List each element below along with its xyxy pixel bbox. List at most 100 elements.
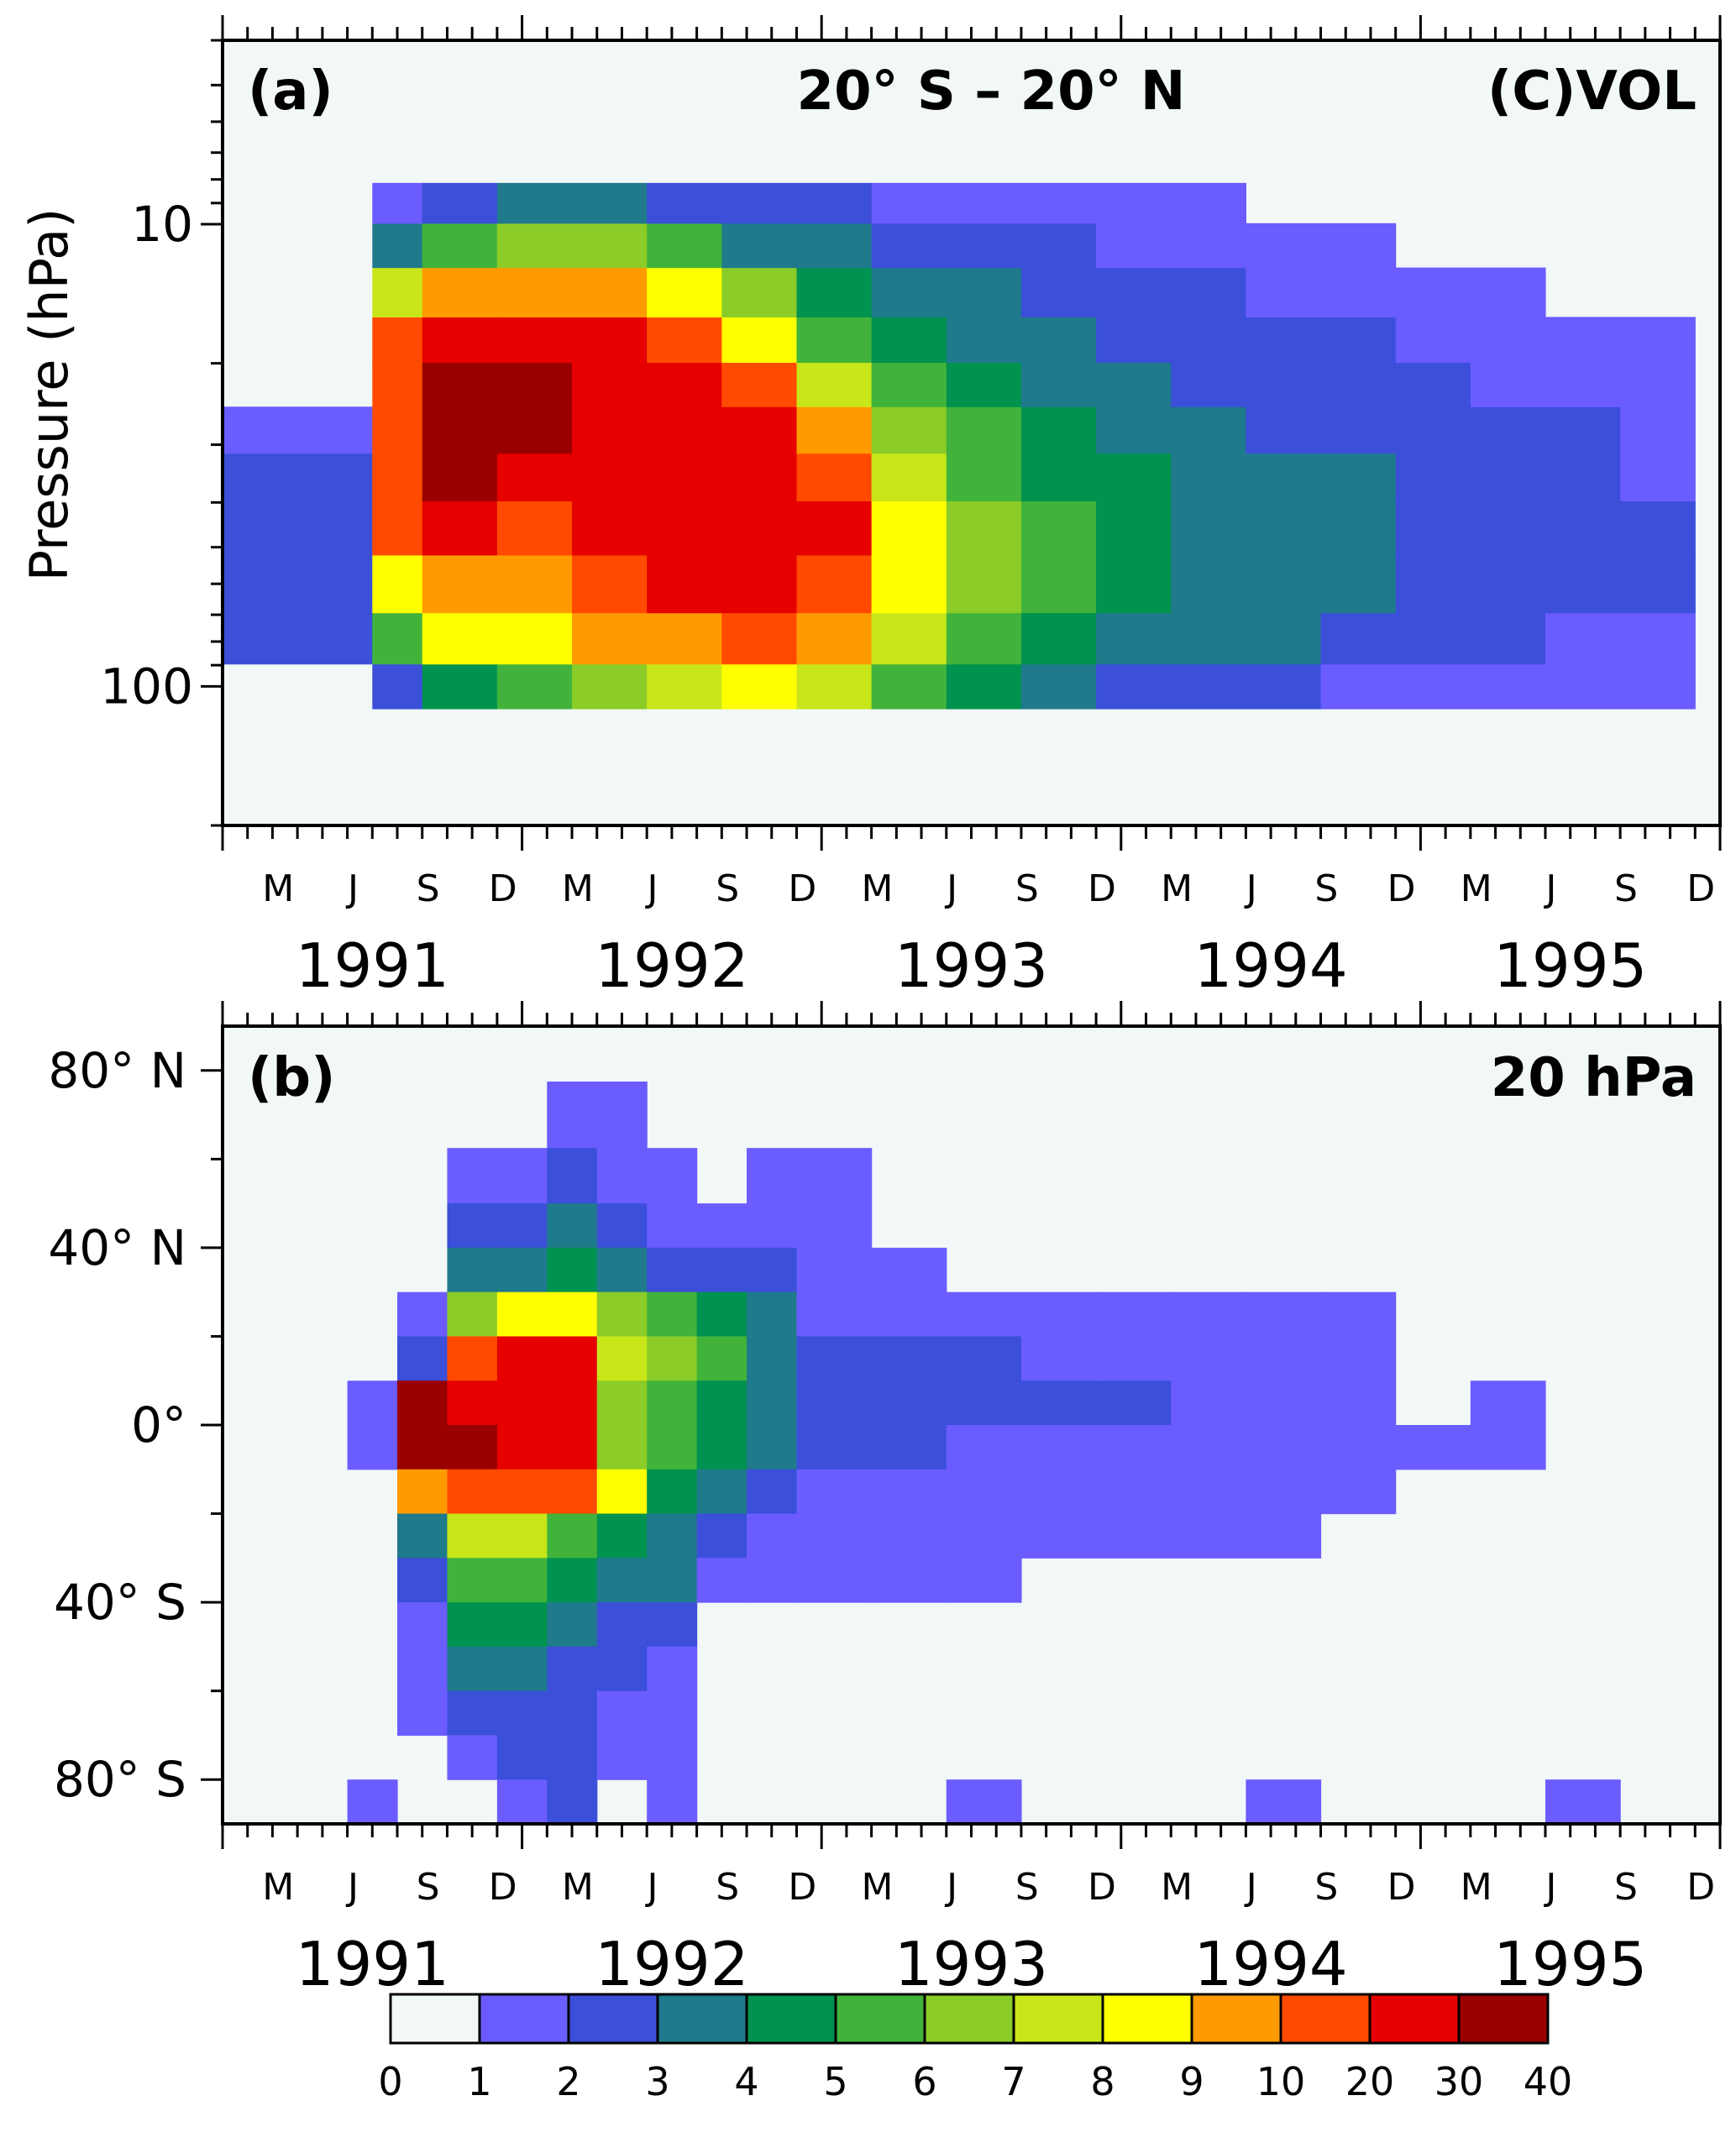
heatmap-cell [1320,406,1397,454]
heatmap-cell [871,453,947,502]
colorbar-swatch [389,1993,481,2045]
heatmap-cell [1320,223,1397,269]
colorbar-swatch [1012,1993,1104,2045]
heatmap-cell [422,317,498,364]
heatmap-cell [946,362,1022,407]
heatmap-cell [1620,406,1696,454]
heatmap-cell [496,500,573,556]
heatmap-cell [747,1148,798,1204]
heatmap-cell [796,1513,873,1559]
heatmap-cell [1171,1336,1246,1381]
heatmap-cell [1620,500,1696,556]
x-month-label: S [1614,1866,1638,1909]
heatmap-cell [572,500,648,556]
x-month-label: D [1387,867,1416,910]
heatmap-cell [647,182,722,224]
heatmap-cell [721,317,798,364]
heatmap-cell [1545,1779,1621,1825]
x-month-label: M [562,867,594,910]
heatmap-cell [596,1148,648,1204]
heatmap-cell [946,1469,1022,1515]
heatmap-cell [572,406,648,454]
heatmap-cell [946,1291,1022,1338]
heatmap-cell [397,1513,448,1559]
heatmap-cell [696,1425,747,1470]
heatmap-cell [496,267,573,318]
heatmap-cell [1246,1291,1322,1338]
heatmap-cell [796,612,873,665]
heatmap-cell [871,406,947,454]
heatmap-cell [496,1291,548,1338]
heatmap-cell [647,1425,698,1470]
heatmap-cell [1395,554,1471,614]
heatmap-cell [297,554,373,614]
heatmap-cell [946,663,1022,710]
heatmap-cell [572,267,648,318]
heatmap-cell [1020,267,1097,318]
x-month-label: J [645,1866,658,1909]
heatmap-cell [496,182,573,224]
heatmap-cell [1545,453,1621,502]
heatmap-cell [372,223,423,269]
heatmap-cell [871,1336,947,1381]
x-month-label: M [1461,867,1492,910]
heatmap-cell [1171,1380,1246,1426]
heatmap-cell [1470,453,1546,502]
colorbar-label: 0 [378,2059,402,2104]
heatmap-cell [647,406,722,454]
colorbar-swatch [1457,1993,1550,2045]
colorbar-label: 40 [1524,2059,1573,2104]
x-month-label: J [1543,1866,1556,1909]
heatmap-cell [547,1425,598,1470]
heatmap-cell [1171,663,1246,710]
heatmap-cell [1320,663,1397,710]
heatmap-cell [871,1513,947,1559]
heatmap-cell [1096,1380,1172,1426]
heatmap-cell [871,362,947,407]
heatmap-cell [1320,612,1397,665]
heatmap-cell [796,1469,873,1515]
heatmap-cell [747,1203,798,1249]
x-month-label: D [1088,1866,1116,1909]
heatmap-cell [647,1735,698,1780]
x-year-label: 1991 [296,930,449,1001]
heatmap-cell [696,1513,747,1559]
heatmap-cell [1320,554,1397,614]
heatmap-cell [647,1779,698,1825]
heatmap-cell [447,1558,498,1603]
heatmap-cell [1320,453,1397,502]
heatmap-cell [223,612,298,665]
heatmap-cell [397,1646,448,1692]
heatmap-cell [596,1380,648,1426]
heatmap-cell [647,1336,698,1381]
heatmap-cell [1545,612,1621,665]
colorbar-swatch [1368,1993,1461,2045]
heatmap-cell [1171,182,1246,224]
heatmap-cell [871,267,947,318]
heatmap-cell [1096,500,1172,556]
heatmap-cell [747,1247,798,1293]
heatmap-cell [696,1380,747,1426]
heatmap-cell [1470,406,1546,454]
heatmap-cell [1096,1336,1172,1381]
heatmap-cell [696,1247,747,1293]
heatmap-cell [1246,1380,1322,1426]
heatmap-cell [796,317,873,364]
heatmap-cell [1246,612,1322,665]
heatmap-cell [1246,1425,1322,1470]
heatmap-cell [647,612,722,665]
x-month-label: S [716,867,739,910]
heatmap-cell [372,267,423,318]
heatmap-cell [647,223,722,269]
x-month-label: S [1015,1866,1039,1909]
heatmap-cell [647,554,722,614]
heatmap-cell [871,317,947,364]
y-tick-label: 0° [131,1396,186,1454]
heatmap-cell [1171,554,1246,614]
heatmap-cell [1096,1425,1172,1470]
heatmap-cell [696,1203,747,1249]
colorbar-label: 5 [823,2059,847,2104]
heatmap-cell [397,1291,448,1338]
heatmap-cell [496,1690,548,1737]
